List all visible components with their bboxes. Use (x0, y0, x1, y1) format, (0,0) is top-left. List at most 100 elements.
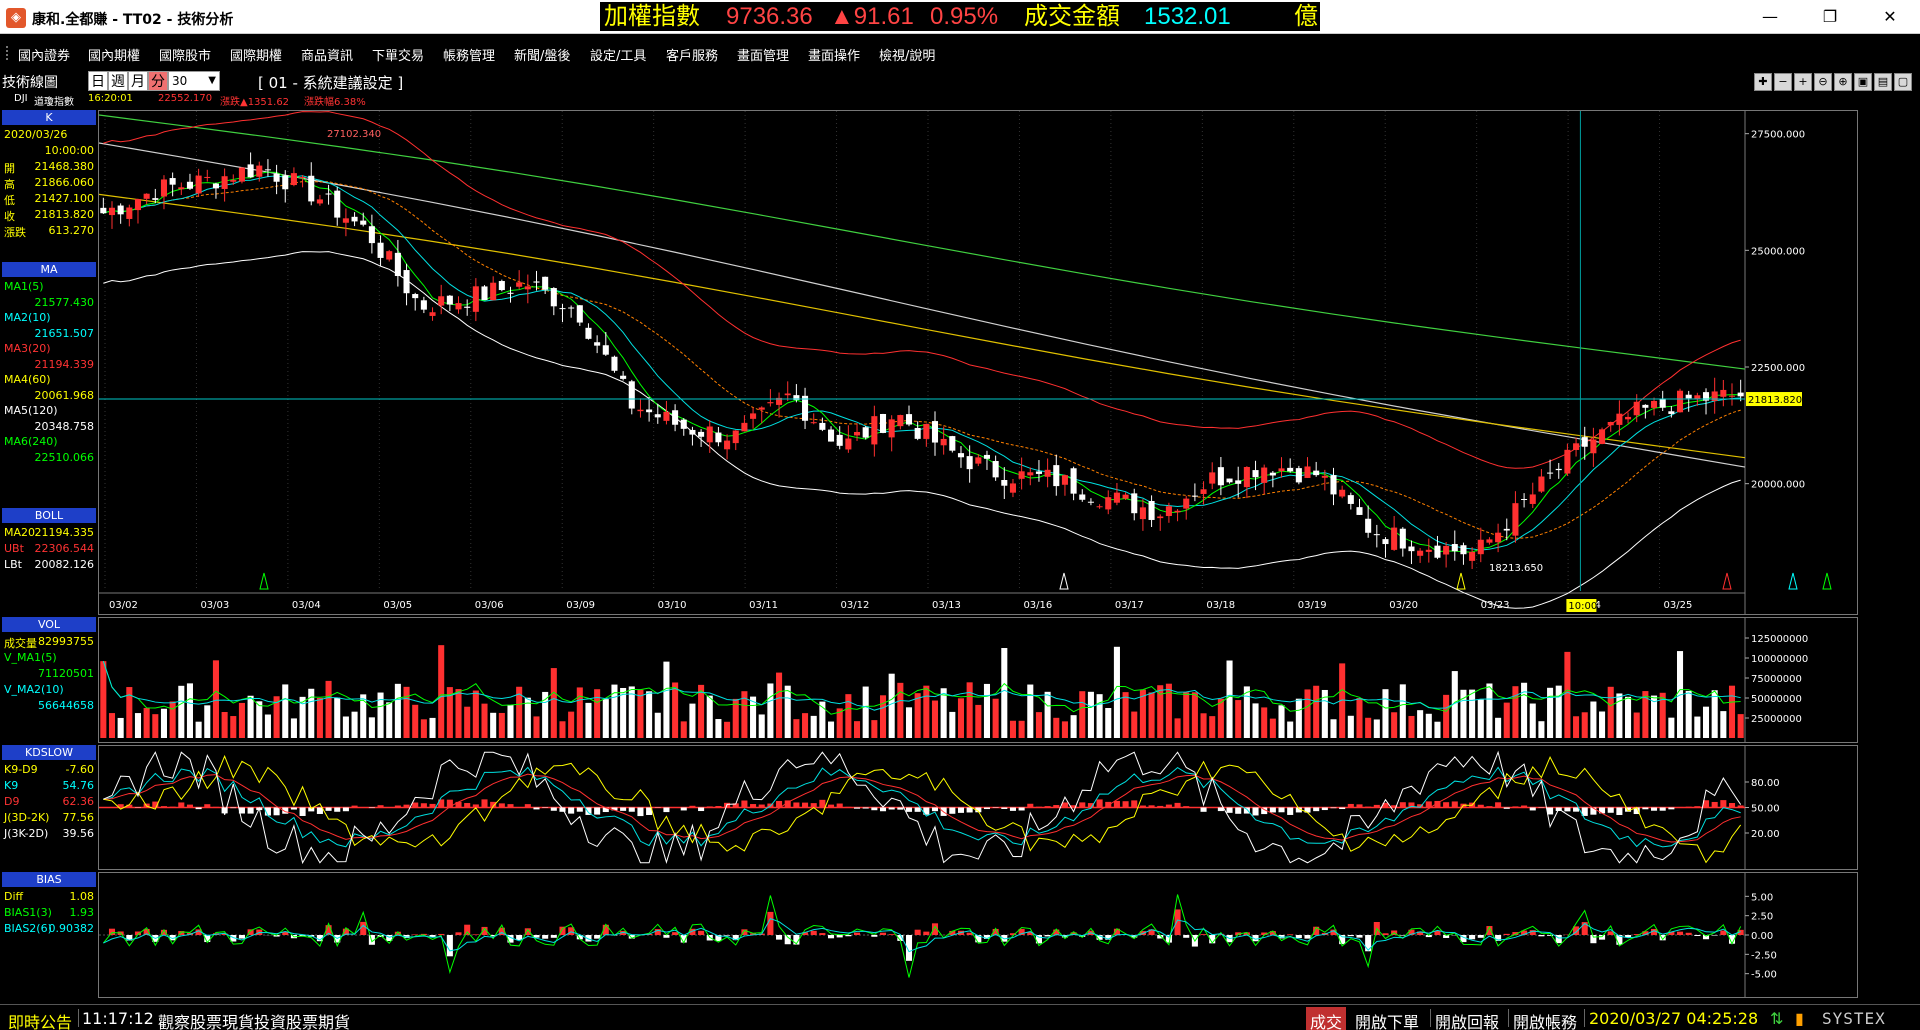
candle (983, 454, 991, 459)
kd-diff-bar (568, 807, 575, 814)
bias-diff-bar (490, 935, 497, 937)
volume-bar (1313, 685, 1320, 738)
kd-diff-bar (628, 807, 635, 812)
candle (1018, 471, 1025, 479)
bias-diff-bar (845, 935, 852, 937)
kd-diff-bar (1287, 807, 1294, 815)
volume-bar (923, 685, 930, 738)
minimize-button[interactable]: — (1762, 7, 1778, 26)
save-icon[interactable]: ▣ (1854, 73, 1872, 91)
open-order-button[interactable]: 開啟下單 (1355, 1013, 1420, 1030)
bias-diff-bar (620, 930, 627, 935)
kd-chart[interactable]: 80.00 50.00 20.00 (99, 746, 1857, 869)
candle (1399, 528, 1406, 549)
period-minute-button[interactable]: 分 (148, 71, 168, 91)
menu-item-screen-ops[interactable]: 畫面操作 (808, 49, 861, 64)
open-report-button[interactable]: 開啟回報 (1435, 1013, 1500, 1030)
volume-bar (1633, 712, 1640, 738)
menu-item-screen-manage[interactable]: 畫面管理 (737, 49, 790, 64)
candle (776, 397, 783, 405)
volume-bar (1434, 721, 1441, 738)
candle (108, 207, 116, 216)
menu-item-domestic-securities[interactable]: 國內證券 (18, 49, 71, 64)
volume-bar (1165, 683, 1172, 738)
magnify-minus-icon[interactable]: ⊖ (1814, 73, 1832, 91)
kd-diff-bar (1417, 804, 1424, 808)
price-chart-frame[interactable]: 03/02 03/03 03/04 03/05 03/06 03/09 03/10 03/11… (98, 110, 1858, 615)
candle (126, 207, 133, 219)
notice-label[interactable]: 即時公告 (8, 1013, 73, 1030)
candle (455, 303, 462, 310)
kd-diff-bar (1728, 803, 1736, 808)
period-month-button[interactable]: 月 (128, 71, 148, 91)
zoom-out-icon[interactable]: − (1774, 73, 1792, 91)
close-button[interactable]: ✕ (1883, 7, 1897, 26)
notice-text[interactable]: 觀察股票現貨投資股票期貨 (158, 1013, 351, 1030)
print-icon[interactable]: ▤ (1874, 73, 1892, 91)
volume-chart-frame[interactable]: 125000000 100000000 75000000 50000000 250000… (98, 617, 1858, 743)
kd-diff-bar (1477, 804, 1484, 808)
bias-chart-frame[interactable]: 5.00 2.50 0.00 -2.50 -5.00 (98, 872, 1858, 998)
kd-diff-bar (914, 807, 921, 812)
volume-bar (1443, 694, 1450, 738)
candle (1269, 472, 1276, 476)
candle (1607, 421, 1614, 426)
volume-bar (1243, 686, 1250, 738)
ma-line (98, 142, 1746, 468)
interval-select[interactable]: 30 ▼ (168, 71, 220, 91)
kd-diff-bar (1685, 806, 1692, 808)
candle (568, 307, 575, 309)
bias-chart[interactable]: 5.00 2.50 0.00 -2.50 -5.00 (99, 873, 1857, 997)
period-week-button[interactable]: 週 (108, 71, 128, 91)
volume-bar (940, 688, 947, 738)
bias-diff-bar (143, 928, 150, 935)
menu-item-international-futures[interactable]: 國際期權 (230, 49, 283, 64)
menu-item-service[interactable]: 客戶服務 (666, 49, 719, 64)
candle (1070, 468, 1077, 494)
period-day-button[interactable]: 日 (88, 71, 108, 91)
zoom-in-icon[interactable]: + (1794, 73, 1812, 91)
candle (1278, 468, 1285, 472)
price-chart[interactable]: 03/02 03/03 03/04 03/05 03/06 03/09 03/10 03/11… (98, 111, 1857, 614)
menu-item-trading[interactable]: 下單交易 (372, 49, 425, 64)
kd-chart-frame[interactable]: 80.00 50.00 20.00 (98, 745, 1858, 870)
volume-bar (1027, 684, 1034, 738)
bias-diff-bar (1469, 935, 1476, 940)
volume-bar (957, 698, 965, 738)
deal-button[interactable]: 成交 (1306, 1007, 1347, 1030)
kd-diff-bar (1564, 807, 1571, 812)
menu-item-domestic-futures[interactable]: 國內期權 (88, 49, 141, 64)
brand-logo: SYSTEX (1822, 1009, 1886, 1028)
menu-item-accounts[interactable]: 帳務管理 (443, 49, 496, 64)
volume-chart[interactable]: 125000000 100000000 75000000 50000000 250000… (99, 618, 1857, 742)
volume-bar (1365, 717, 1372, 738)
window-icon[interactable]: ▢ (1894, 73, 1912, 91)
volume-bar (152, 714, 159, 738)
magnify-plus-icon[interactable]: ⊕ (1834, 73, 1852, 91)
volume-bar (134, 713, 142, 738)
menu-item-international-stocks[interactable]: 國際股市 (159, 49, 212, 64)
crosshair-icon[interactable]: ✚ (1754, 73, 1772, 91)
candle (1061, 475, 1068, 485)
volume-bar (1113, 646, 1120, 738)
k-time: 10:00:00 (44, 144, 94, 157)
volume-bar (386, 702, 393, 738)
kd-diff-bar (325, 807, 332, 811)
bias-diff-bar (1382, 933, 1389, 935)
candle (394, 252, 401, 276)
signal-triangle-icon (1722, 572, 1732, 590)
kd-diff-bar (412, 802, 419, 808)
kd-diff-bar (1365, 806, 1372, 808)
system-setting-label[interactable]: [ 01 - 系統建議設定 ] (258, 74, 404, 92)
kd-diff-bar (706, 806, 713, 808)
menu-item-product-info[interactable]: 商品資訊 (301, 49, 354, 64)
candle (715, 432, 722, 443)
volume-bar (862, 686, 869, 738)
restore-button[interactable]: ❐ (1822, 7, 1838, 26)
menu-item-news[interactable]: 新聞/盤後 (514, 49, 571, 64)
chart-tab-title[interactable]: 技術線圖 (2, 75, 58, 91)
open-account-button[interactable]: 開啟帳務 (1513, 1013, 1578, 1030)
menu-item-settings[interactable]: 設定/工具 (590, 49, 647, 64)
menu-item-help[interactable]: 檢視/說明 (879, 49, 936, 64)
volume-bar (750, 696, 757, 738)
